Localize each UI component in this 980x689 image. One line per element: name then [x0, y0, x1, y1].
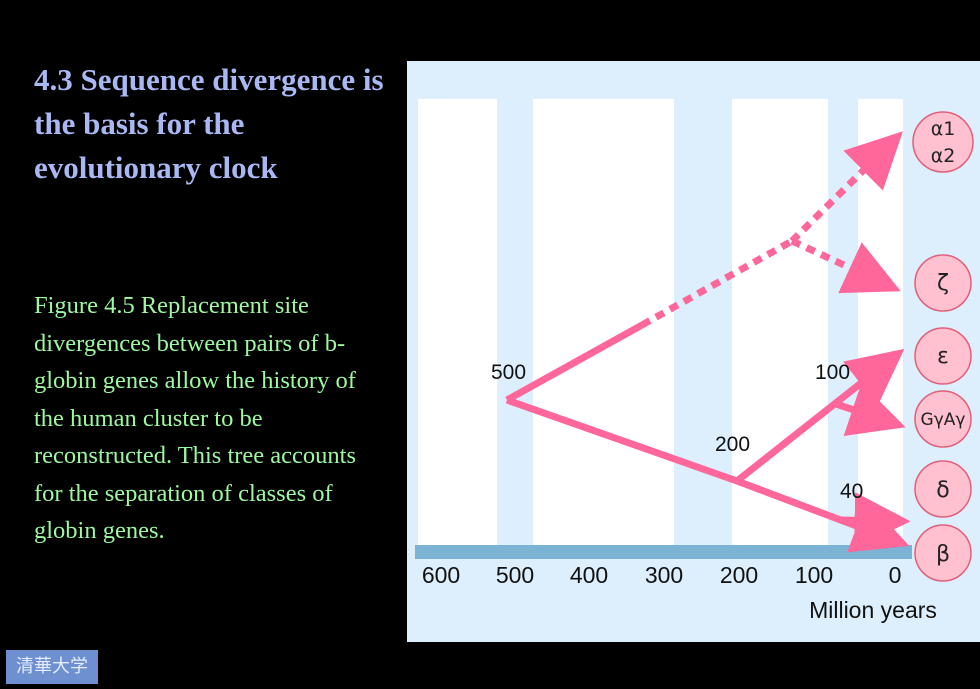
- axis-tick: 100: [795, 562, 833, 588]
- branch-to-delta: [840, 492, 911, 549]
- branch-to-gamma: [831, 382, 906, 437]
- gene-circles: [912, 111, 974, 582]
- axis-tick: 0: [889, 562, 902, 588]
- node-label-200: 200: [715, 433, 750, 456]
- tree-branches: [505, 131, 911, 553]
- globin-tree-svg: 500 200 100 40 α1 α2 ζ ε GγAγ δ β 600: [407, 61, 980, 642]
- gene-epsilon-node: [914, 327, 972, 385]
- figure-caption: Figure 4.5 Replacement site divergences …: [34, 292, 357, 544]
- time-column: [418, 99, 497, 547]
- gene-label-beta: β: [936, 542, 950, 567]
- gene-label-gamma: GγAγ: [921, 410, 966, 430]
- time-column: [732, 99, 828, 547]
- gene-beta-node: [914, 524, 972, 582]
- gene-label-epsilon: ε: [937, 344, 949, 369]
- axis-tick: 600: [422, 562, 460, 588]
- axis-tick: 200: [720, 562, 758, 588]
- gene-label-alpha2: α2: [931, 145, 956, 167]
- time-column: [533, 99, 674, 547]
- axis-tick: 400: [570, 562, 608, 588]
- node-label-40: 40: [840, 480, 863, 503]
- gene-label-delta: δ: [936, 478, 949, 503]
- gene-alpha-node: [912, 111, 974, 173]
- node-label-500: 500: [491, 361, 526, 384]
- university-logo: 清華大学: [6, 650, 98, 684]
- gene-zeta-node: [914, 254, 972, 312]
- gene-gamma-node: [914, 390, 972, 448]
- branch-to-zeta: [790, 237, 901, 294]
- gene-delta-node: [914, 460, 972, 518]
- branch-to-epsilon: [734, 348, 905, 484]
- branch-500-to-alpha-split: [505, 321, 644, 404]
- node-label-100: 100: [815, 361, 850, 384]
- axis-title: Million years: [809, 597, 937, 623]
- branch-500-to-200: [505, 396, 739, 485]
- time-axis-bar: [415, 545, 912, 559]
- globin-tree-figure: 500 200 100 40 α1 α2 ζ ε GγAγ δ β 600: [407, 61, 980, 642]
- axis-tick: 500: [496, 562, 534, 588]
- gene-label-alpha1: α1: [931, 118, 956, 140]
- branch-dotted-trunk: [640, 237, 794, 329]
- slide-title: 4.3 Sequence divergence is the basis for…: [34, 62, 384, 185]
- gene-label-zeta: ζ: [937, 271, 949, 296]
- axis-tick: 300: [645, 562, 683, 588]
- branch-to-alpha: [789, 131, 903, 244]
